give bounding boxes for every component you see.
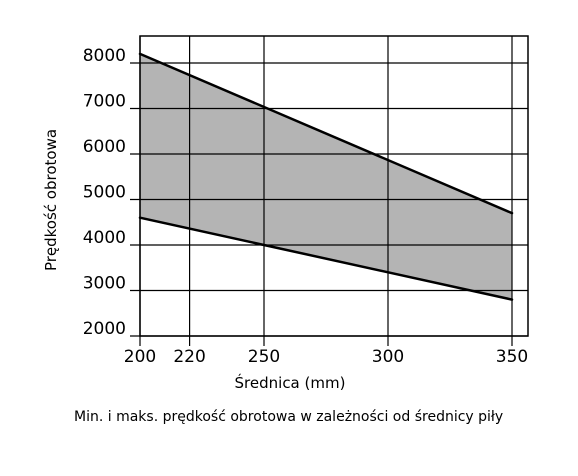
x-tick-label-200: 200	[124, 347, 156, 367]
y-axis-title: Prędkość obrotowa	[42, 129, 60, 271]
y-tick-labels: 2000 3000 4000 5000 6000 7000 8000	[83, 46, 126, 339]
y-tick-label-2000: 2000	[83, 319, 126, 339]
y-tick-label-7000: 7000	[83, 92, 126, 112]
x-tick-label-250: 250	[248, 347, 280, 367]
x-tick-labels: 200 220 250 300 350	[124, 347, 528, 367]
y-tick-label-5000: 5000	[83, 183, 126, 203]
chart-figure: 200 220 250 300 350 2000 3000 4000 5000 6000 7000…	[42, 35, 529, 392]
y-tick-label-3000: 3000	[83, 274, 126, 294]
y-tick-label-8000: 8000	[83, 46, 126, 66]
plot-area-frame	[139, 35, 529, 337]
chart-svg: 200 220 250 300 350 2000 3000 4000 5000 6000 7000…	[42, 35, 529, 392]
speed-range-band	[140, 53, 512, 300]
x-tick-label-300: 300	[372, 347, 404, 367]
chart-caption: Min. i maks. prędkość obrotowa w zależno…	[74, 409, 504, 425]
y-tick-label-4000: 4000	[83, 228, 126, 248]
series-line-min	[138, 216, 514, 301]
x-tick-label-350: 350	[496, 347, 528, 367]
series-lines	[138, 52, 514, 301]
y-tick-label-6000: 6000	[83, 137, 126, 157]
x-tick-label-220: 220	[173, 347, 205, 367]
series-line-max	[138, 52, 514, 215]
x-axis-title: Średnica (mm)	[235, 373, 346, 392]
